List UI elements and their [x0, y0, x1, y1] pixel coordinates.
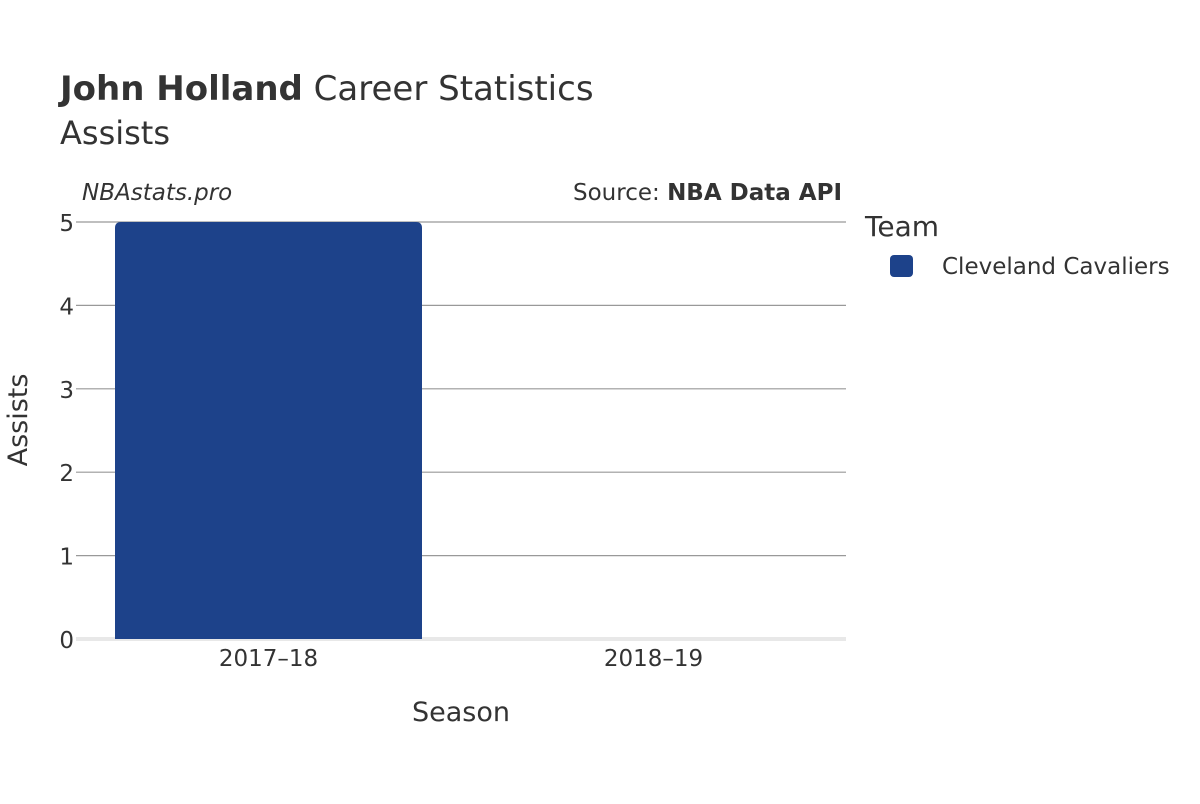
chart-title: John Holland Career Statistics — [58, 69, 594, 109]
bar — [115, 222, 422, 639]
legend: Cleveland Cavaliers — [890, 254, 1170, 280]
y-tick-label: 2 — [59, 461, 74, 487]
watermark: NBAstats.pro — [82, 180, 232, 206]
y-tick-label: 1 — [59, 545, 74, 571]
legend-title: Team — [864, 210, 939, 243]
source-credit: Source: NBA Data API — [573, 180, 842, 206]
source-name: NBA Data API — [667, 180, 842, 206]
x-axis-title: Season — [412, 697, 510, 728]
title-player-name: John Holland — [58, 69, 303, 109]
y-tick-label: 4 — [59, 294, 74, 320]
y-axis-title: Assists — [3, 374, 34, 467]
title-rest: Career Statistics — [303, 69, 594, 109]
legend-label: Cleveland Cavaliers — [942, 254, 1170, 280]
y-tick-label: 3 — [59, 378, 74, 404]
y-tick-label: 5 — [59, 211, 74, 237]
legend-swatch — [890, 255, 913, 277]
chart-subtitle: Assists — [60, 114, 170, 152]
x-tick-label: 2018–19 — [604, 646, 703, 672]
x-axis-ticks: 2017–18 2018–19 — [219, 646, 703, 672]
y-tick-label: 0 — [59, 628, 74, 654]
bars — [115, 222, 422, 639]
source-prefix: Source: — [573, 180, 667, 206]
x-tick-label: 2017–18 — [219, 646, 318, 672]
y-axis-ticks: 0 1 2 3 4 5 — [59, 211, 74, 654]
